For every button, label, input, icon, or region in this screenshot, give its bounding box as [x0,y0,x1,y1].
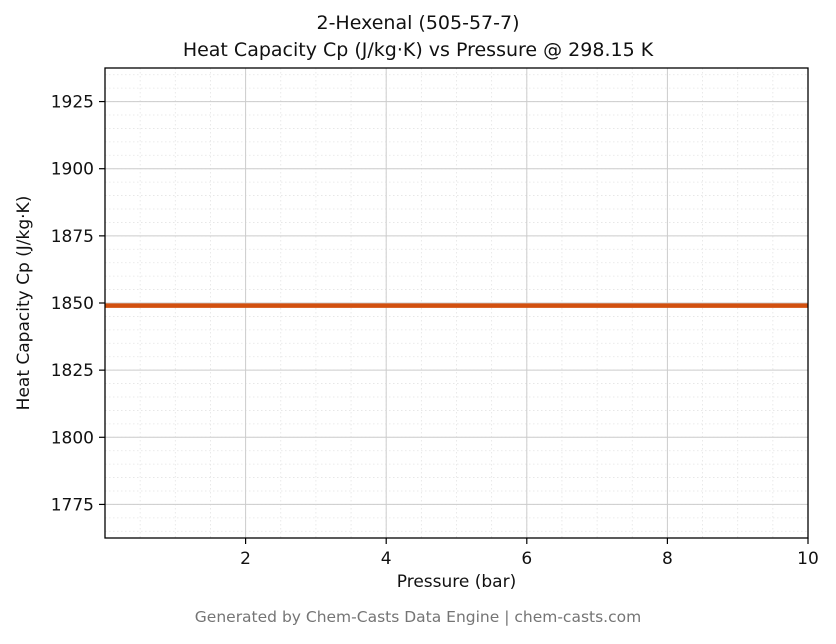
x-tick-label: 8 [662,549,673,569]
x-tick-label: 6 [521,549,532,569]
y-tick-label: 1775 [51,495,94,515]
y-tick-label: 1850 [51,294,94,314]
y-tick-label: 1800 [51,428,94,448]
y-tick-label: 1900 [51,160,94,180]
y-tick-label: 1825 [51,361,94,381]
x-axis-label: Pressure (bar) [396,572,517,592]
chart-title-line1: 2-Hexenal (505-57-7) [316,12,520,34]
x-tick-label: 10 [797,549,819,569]
chart-title-line2: Heat Capacity Cp (J/kg·K) vs Pressure @ … [182,38,654,61]
chart-title: 2-Hexenal (505-57-7) Heat Capacity Cp (J… [0,10,836,64]
x-tick-label: 4 [381,549,392,569]
y-tick-label: 1875 [51,227,94,247]
x-tick-label: 2 [240,549,251,569]
footer-credit: Generated by Chem-Casts Data Engine | ch… [194,608,642,626]
y-tick-label: 1925 [51,93,94,113]
